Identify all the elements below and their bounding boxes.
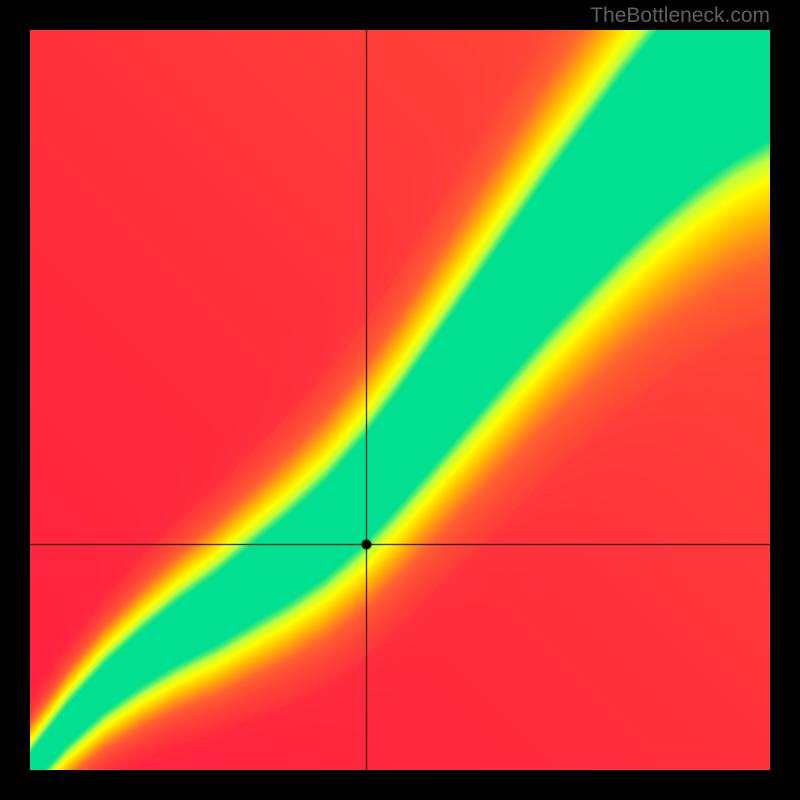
heatmap-canvas xyxy=(30,30,770,770)
watermark-text: TheBottleneck.com xyxy=(590,4,770,28)
bottleneck-heatmap xyxy=(30,30,770,770)
